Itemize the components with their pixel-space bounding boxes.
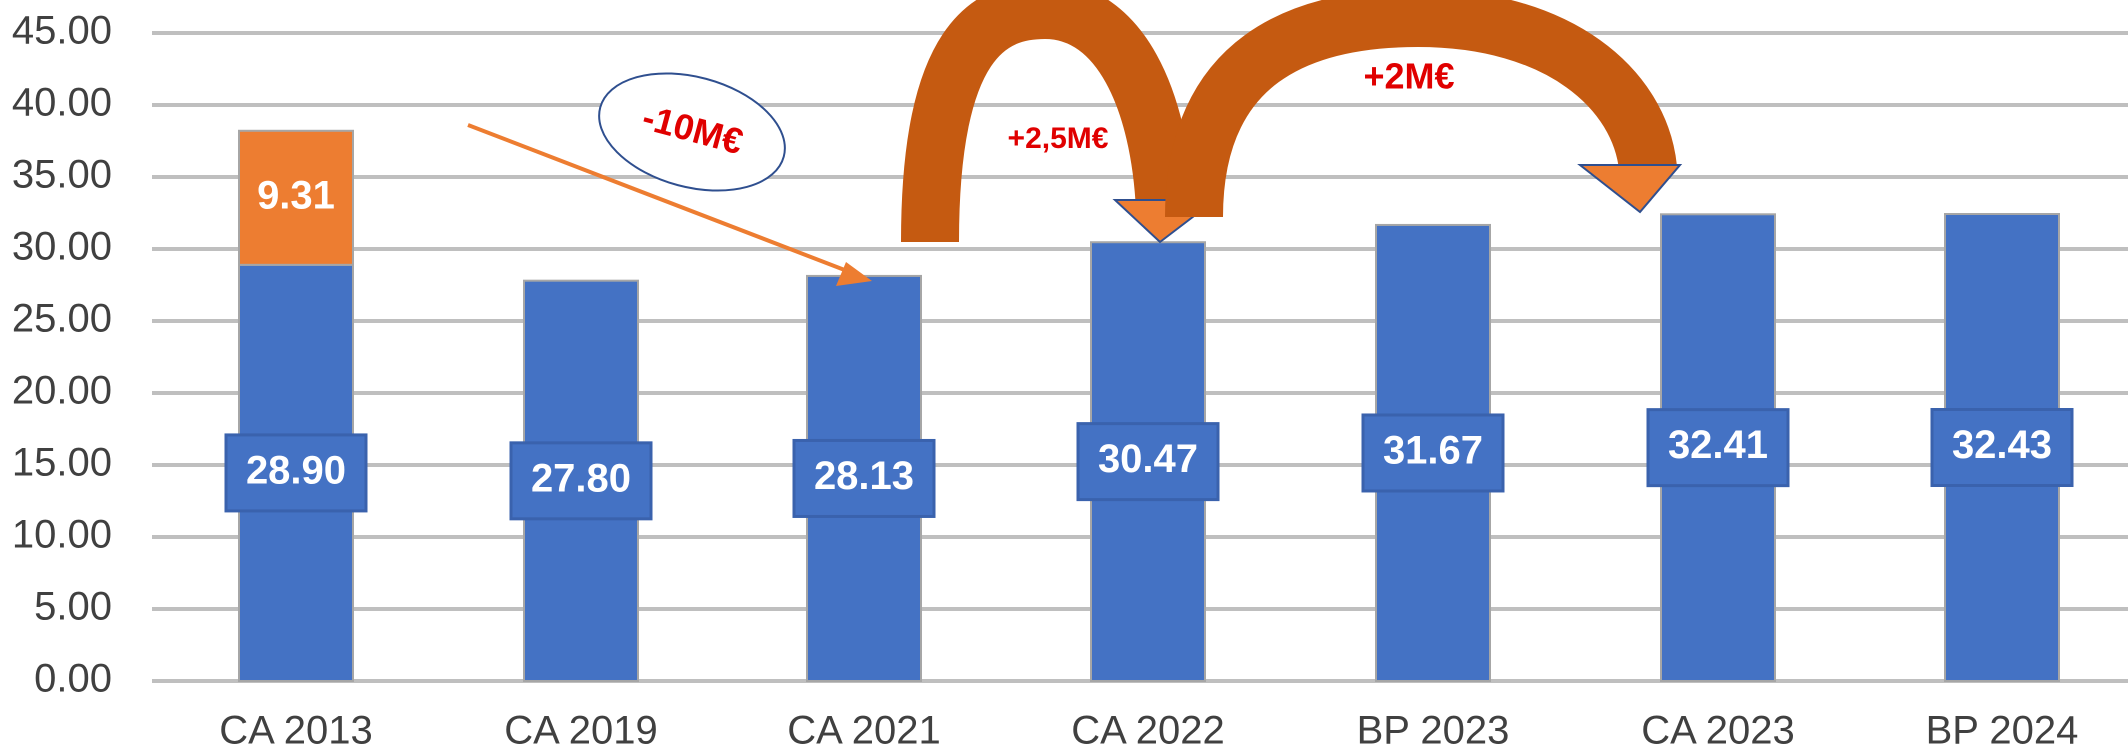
x-tick-label: CA 2013	[219, 709, 372, 753]
x-tick-label: BP 2023	[1357, 709, 1510, 753]
annotation: +2M€	[1363, 56, 1454, 97]
y-tick-label: 40.00	[12, 81, 112, 125]
grid: 0.00 5.00 10.00 15.00 20.00 25.00 30.00 35.00 40…	[12, 9, 2128, 701]
y-tick-label: 25.00	[12, 297, 112, 341]
annotation-ellipse	[598, 72, 786, 192]
x-tick-label: CA 2021	[787, 709, 940, 753]
value-label: 31.67	[1383, 429, 1483, 473]
value-label: 28.90	[246, 448, 346, 492]
x-tick-label: CA 2019	[504, 709, 657, 753]
labels: CA 2013 28.90 9.31 CA 2019 27.80 CA 2021 28.13…	[219, 173, 2078, 752]
y-tick-label: 0.00	[34, 657, 112, 701]
curved-arrow	[901, 0, 1194, 243]
arrow-head	[1577, 164, 1683, 214]
value-label: 28.13	[814, 454, 914, 498]
value-label-box	[1361, 413, 1505, 493]
value-label: 32.41	[1668, 423, 1768, 467]
arrows	[467, 0, 1683, 286]
x-tick-label: CA 2023	[1641, 709, 1794, 753]
value-label-box	[1076, 422, 1220, 502]
value-label: 30.47	[1098, 437, 1198, 481]
curved-arrow	[1165, 0, 1677, 218]
y-tick-label: 35.00	[12, 153, 112, 197]
value-label: 9.31	[257, 173, 335, 217]
value-label-box	[792, 438, 936, 518]
arrow-head	[836, 262, 872, 286]
y-tick-label: 45.00	[12, 9, 112, 53]
value-label-box	[1646, 408, 1790, 488]
value-label-box	[224, 433, 368, 513]
value-label-box	[509, 441, 653, 521]
arrow	[467, 123, 856, 276]
value-label: 32.43	[1952, 423, 2052, 467]
value-label-box	[1930, 408, 2074, 488]
x-tick-label: CA 2022	[1071, 709, 1224, 753]
value-label: 27.80	[531, 456, 631, 500]
x-tick-label: BP 2024	[1926, 709, 2079, 753]
y-tick-label: 15.00	[12, 441, 112, 485]
y-tick-label: 30.00	[12, 225, 112, 269]
y-tick-label: 5.00	[34, 585, 112, 629]
y-tick-label: 20.00	[12, 369, 112, 413]
y-tick-label: 10.00	[12, 513, 112, 557]
bar	[238, 129, 354, 266]
annotation: +2,5M€	[1008, 122, 1109, 155]
